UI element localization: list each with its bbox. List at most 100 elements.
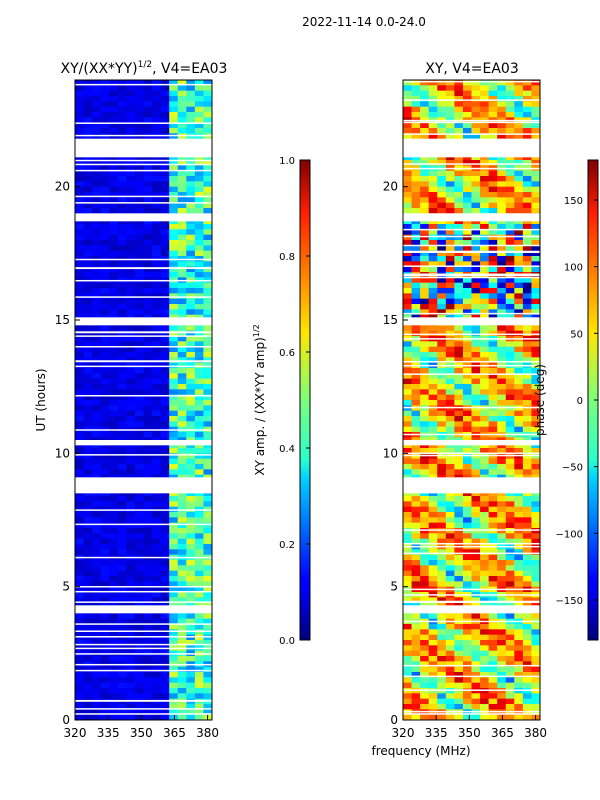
heatmap-cell — [411, 682, 421, 689]
heatmap-cell — [437, 704, 447, 710]
heatmap-cell — [194, 341, 205, 348]
heatmap-cell — [514, 80, 524, 86]
heatmap-cell — [403, 650, 413, 657]
heatmap-cell — [420, 464, 430, 470]
heatmap-cell — [411, 229, 421, 236]
heatmap-cell — [126, 90, 136, 97]
heatmap-cell — [194, 336, 205, 342]
heatmap-cell — [428, 538, 438, 545]
heatmap-cell — [152, 496, 162, 502]
heatmap-cell — [109, 368, 119, 374]
heatmap-cell — [169, 80, 179, 86]
heatmap-cell — [497, 240, 507, 246]
heatmap-cell — [203, 181, 212, 188]
flagged-line — [75, 643, 212, 646]
heatmap-cell — [160, 560, 170, 566]
heatmap-cell — [531, 309, 540, 316]
heatmap-cell — [437, 176, 447, 182]
heatmap-cell — [480, 250, 490, 257]
heatmap-cell — [454, 426, 464, 433]
heatmap-cell — [100, 544, 110, 550]
heatmap-cell — [100, 80, 110, 86]
heatmap-cell — [411, 677, 421, 684]
heatmap-cell — [117, 176, 127, 182]
heatmap-cell — [480, 208, 490, 214]
heatmap-cell — [462, 672, 473, 678]
heatmap-cell — [497, 426, 507, 433]
heatmap-cell — [488, 106, 498, 113]
heatmap-cell — [488, 128, 498, 134]
heatmap-cell — [497, 560, 507, 566]
heatmap-cell — [505, 560, 515, 566]
heatmap-cell — [143, 453, 153, 460]
heatmap-cell — [411, 501, 421, 508]
heatmap-cell — [75, 288, 85, 294]
heatmap-cell — [497, 394, 507, 401]
heatmap-cell — [177, 176, 187, 182]
heatmap-cell — [109, 576, 119, 582]
heatmap-cell — [160, 688, 170, 694]
heatmap-cell — [100, 490, 110, 497]
heatmap-cell — [531, 282, 540, 289]
heatmap-cell — [428, 672, 438, 678]
heatmap-cell — [420, 229, 430, 236]
heatmap-cell — [152, 714, 162, 720]
heatmap-cell — [488, 192, 498, 198]
heatmap-cell — [531, 448, 540, 454]
heatmap-cell — [454, 266, 464, 273]
heatmap-cell — [454, 570, 464, 577]
heatmap-cell — [83, 405, 93, 412]
heatmap-cell — [514, 656, 524, 662]
heatmap-cell — [152, 624, 162, 630]
heatmap-cell — [134, 469, 145, 476]
heatmap-cell — [92, 122, 102, 129]
heatmap-cell — [134, 400, 145, 406]
heatmap-cell — [437, 128, 447, 134]
heatmap-cell — [134, 208, 145, 214]
heatmap-cell — [152, 453, 162, 460]
heatmap-cell — [522, 677, 533, 684]
heatmap-cell — [194, 490, 205, 497]
heatmap-cell — [454, 256, 464, 262]
heatmap-cell — [126, 266, 136, 273]
heatmap-cell — [186, 613, 196, 620]
heatmap-cell — [177, 666, 187, 673]
heatmap-cell — [497, 101, 507, 108]
heatmap-cell — [497, 469, 507, 476]
heatmap-cell — [454, 384, 464, 390]
heatmap-cell — [428, 698, 438, 705]
heatmap-cell — [134, 192, 145, 198]
heatmap-cell — [134, 101, 145, 108]
heatmap-cell — [75, 522, 85, 529]
flagged-line — [403, 710, 540, 713]
heatmap-cell — [497, 112, 507, 118]
heatmap-cell — [471, 352, 481, 358]
heatmap-cell — [126, 218, 136, 225]
heatmap-cell — [488, 229, 498, 236]
heatmap-cell — [420, 645, 430, 652]
heatmap-cell — [420, 554, 430, 561]
heatmap-cell — [143, 581, 153, 588]
heatmap-cell — [437, 400, 447, 406]
heatmap-cell — [100, 704, 110, 710]
heatmap-cell — [471, 234, 481, 241]
heatmap-cell — [169, 618, 179, 625]
flagged-line — [75, 217, 212, 219]
heatmap-cell — [428, 90, 438, 97]
heatmap-cell — [488, 357, 498, 364]
heatmap-cell — [522, 714, 533, 720]
heatmap-cell — [194, 224, 205, 230]
heatmap-cell — [203, 517, 212, 524]
heatmap-cell — [117, 112, 127, 118]
heatmap-cell — [505, 517, 515, 524]
heatmap-cell — [177, 384, 187, 390]
heatmap-cell — [92, 117, 102, 124]
heatmap-cell — [497, 218, 507, 225]
heatmap-cell — [480, 517, 490, 524]
heatmap-cell — [454, 554, 464, 561]
heatmap-cell — [420, 277, 430, 284]
heatmap-cell — [522, 341, 533, 348]
heatmap-cell — [488, 410, 498, 417]
heatmap-cell — [445, 597, 455, 604]
